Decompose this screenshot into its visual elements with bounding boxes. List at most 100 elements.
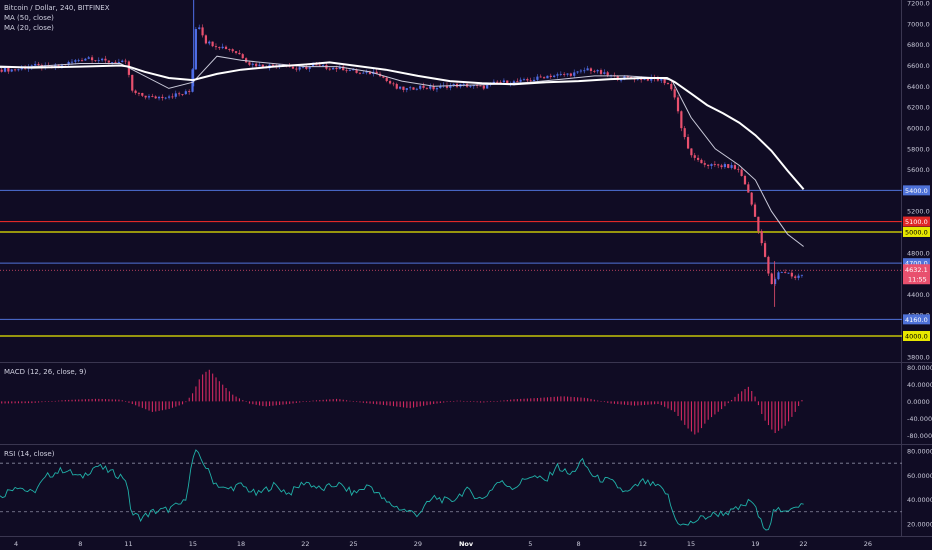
candle-body (355, 69, 358, 73)
macd-histogram-bar (145, 401, 147, 410)
candle-body (224, 46, 228, 50)
candle-body (763, 243, 767, 257)
candle-body (616, 75, 619, 80)
time-tick-label: 19 (751, 540, 759, 548)
macd-histogram-bar (670, 401, 672, 411)
candle-body (218, 47, 221, 49)
candle-body (94, 60, 97, 62)
macd-histogram-bar (536, 398, 538, 402)
macd-histogram-bar (737, 393, 739, 402)
macd-histogram-bar (235, 396, 237, 402)
candle-body (522, 79, 526, 80)
candle-body (549, 75, 552, 77)
price-tick-label: 6200.0 (907, 104, 930, 112)
macd-histogram-bar (342, 399, 344, 402)
macd-histogram-bar (727, 401, 729, 404)
macd-histogram-bar (359, 401, 361, 403)
macd-histogram-bar (667, 401, 669, 409)
macd-histogram-bar (322, 399, 324, 402)
macd-histogram-bar (215, 377, 217, 402)
candle-body (154, 96, 157, 99)
candle-body (332, 67, 335, 70)
macd-histogram-bar (349, 400, 351, 402)
macd-histogram-bar (248, 401, 251, 404)
price-panel[interactable] (0, 0, 902, 337)
candle-body (181, 93, 184, 95)
candle-body (328, 68, 331, 70)
candle-body (255, 63, 258, 67)
last-price-badge (903, 264, 930, 285)
level-badge (903, 185, 930, 196)
macd-histogram-bar (379, 401, 381, 405)
candle-body (161, 96, 164, 99)
macd-histogram-bar (41, 401, 43, 403)
macd-histogram-bar (74, 399, 76, 402)
macd-histogram-bar (392, 401, 395, 407)
candle-body (402, 86, 405, 90)
macd-histogram-bar (141, 401, 143, 408)
macd-histogram-bar (238, 398, 240, 402)
level-label: 5100.0 (905, 218, 928, 226)
candle-body (546, 75, 549, 79)
macd-histogram-bar (396, 401, 398, 407)
macd-panel[interactable] (1, 369, 803, 435)
ma20-legend[interactable]: MA (20, close) (4, 24, 54, 32)
candle-body (164, 97, 167, 99)
candle-body (77, 60, 80, 62)
candle-body (3, 67, 7, 72)
candle-body (646, 78, 649, 81)
macd-histogram-bar (426, 401, 428, 406)
candle-body (757, 216, 760, 232)
macd-histogram-bar (640, 401, 642, 406)
candle-body (486, 84, 489, 89)
time-tick-label: 29 (414, 540, 422, 548)
macd-histogram-bar (449, 401, 451, 402)
macd-histogram-bar (98, 398, 100, 402)
macd-histogram-bar (54, 400, 56, 402)
macd-histogram-bar (168, 401, 170, 409)
level-label: 5000.0 (905, 228, 928, 236)
macd-histogram-bar (423, 401, 425, 406)
macd-histogram-bar (171, 401, 174, 408)
candle-body (743, 175, 747, 185)
symbol-legend[interactable]: Bitcoin / Dollar, 240, BITFINEX (4, 4, 110, 12)
macd-histogram-bar (222, 384, 224, 402)
price-tick-label: 5600.0 (907, 166, 930, 174)
macd-legend[interactable]: MACD (12, 26, close, 9) (4, 368, 87, 376)
candle-body (107, 60, 110, 63)
macd-histogram-bar (68, 399, 70, 402)
candle-body (141, 93, 144, 96)
time-tick-label: 15 (189, 540, 197, 548)
candle-body (556, 74, 559, 76)
rsi-legend[interactable]: RSI (14, close) (4, 450, 55, 458)
candle-body (703, 163, 706, 165)
macd-histogram-bar (24, 401, 26, 404)
candle-body (777, 272, 780, 280)
candle-body (298, 67, 301, 70)
price-tick-label: 3800.0 (907, 353, 930, 361)
candle-body (519, 79, 522, 82)
macd-histogram-bar (245, 401, 247, 402)
macd-histogram-bar (416, 401, 418, 407)
candle-body (392, 83, 395, 85)
macd-histogram-bar (583, 397, 585, 402)
macd-histogram-bar (644, 401, 646, 405)
candle-body (774, 279, 777, 285)
candle-body (238, 52, 241, 55)
macd-histogram-bar (610, 401, 612, 404)
macd-histogram-bar (369, 401, 371, 404)
macd-histogram-bar (761, 401, 763, 414)
candle-body (432, 86, 435, 90)
ma50-legend[interactable]: MA (50, close) (4, 14, 54, 22)
candle-body (134, 90, 137, 93)
macd-histogram-bar (613, 401, 615, 404)
rsi-panel[interactable] (0, 449, 902, 531)
candle-body (663, 78, 666, 84)
macd-histogram-bar (747, 386, 749, 402)
macd-histogram-bar (627, 401, 629, 406)
rsi-tick-label: 80.0000 (907, 448, 932, 456)
macd-histogram-bar (61, 400, 63, 402)
candle-body (482, 85, 485, 89)
macd-histogram-bar (633, 401, 636, 406)
